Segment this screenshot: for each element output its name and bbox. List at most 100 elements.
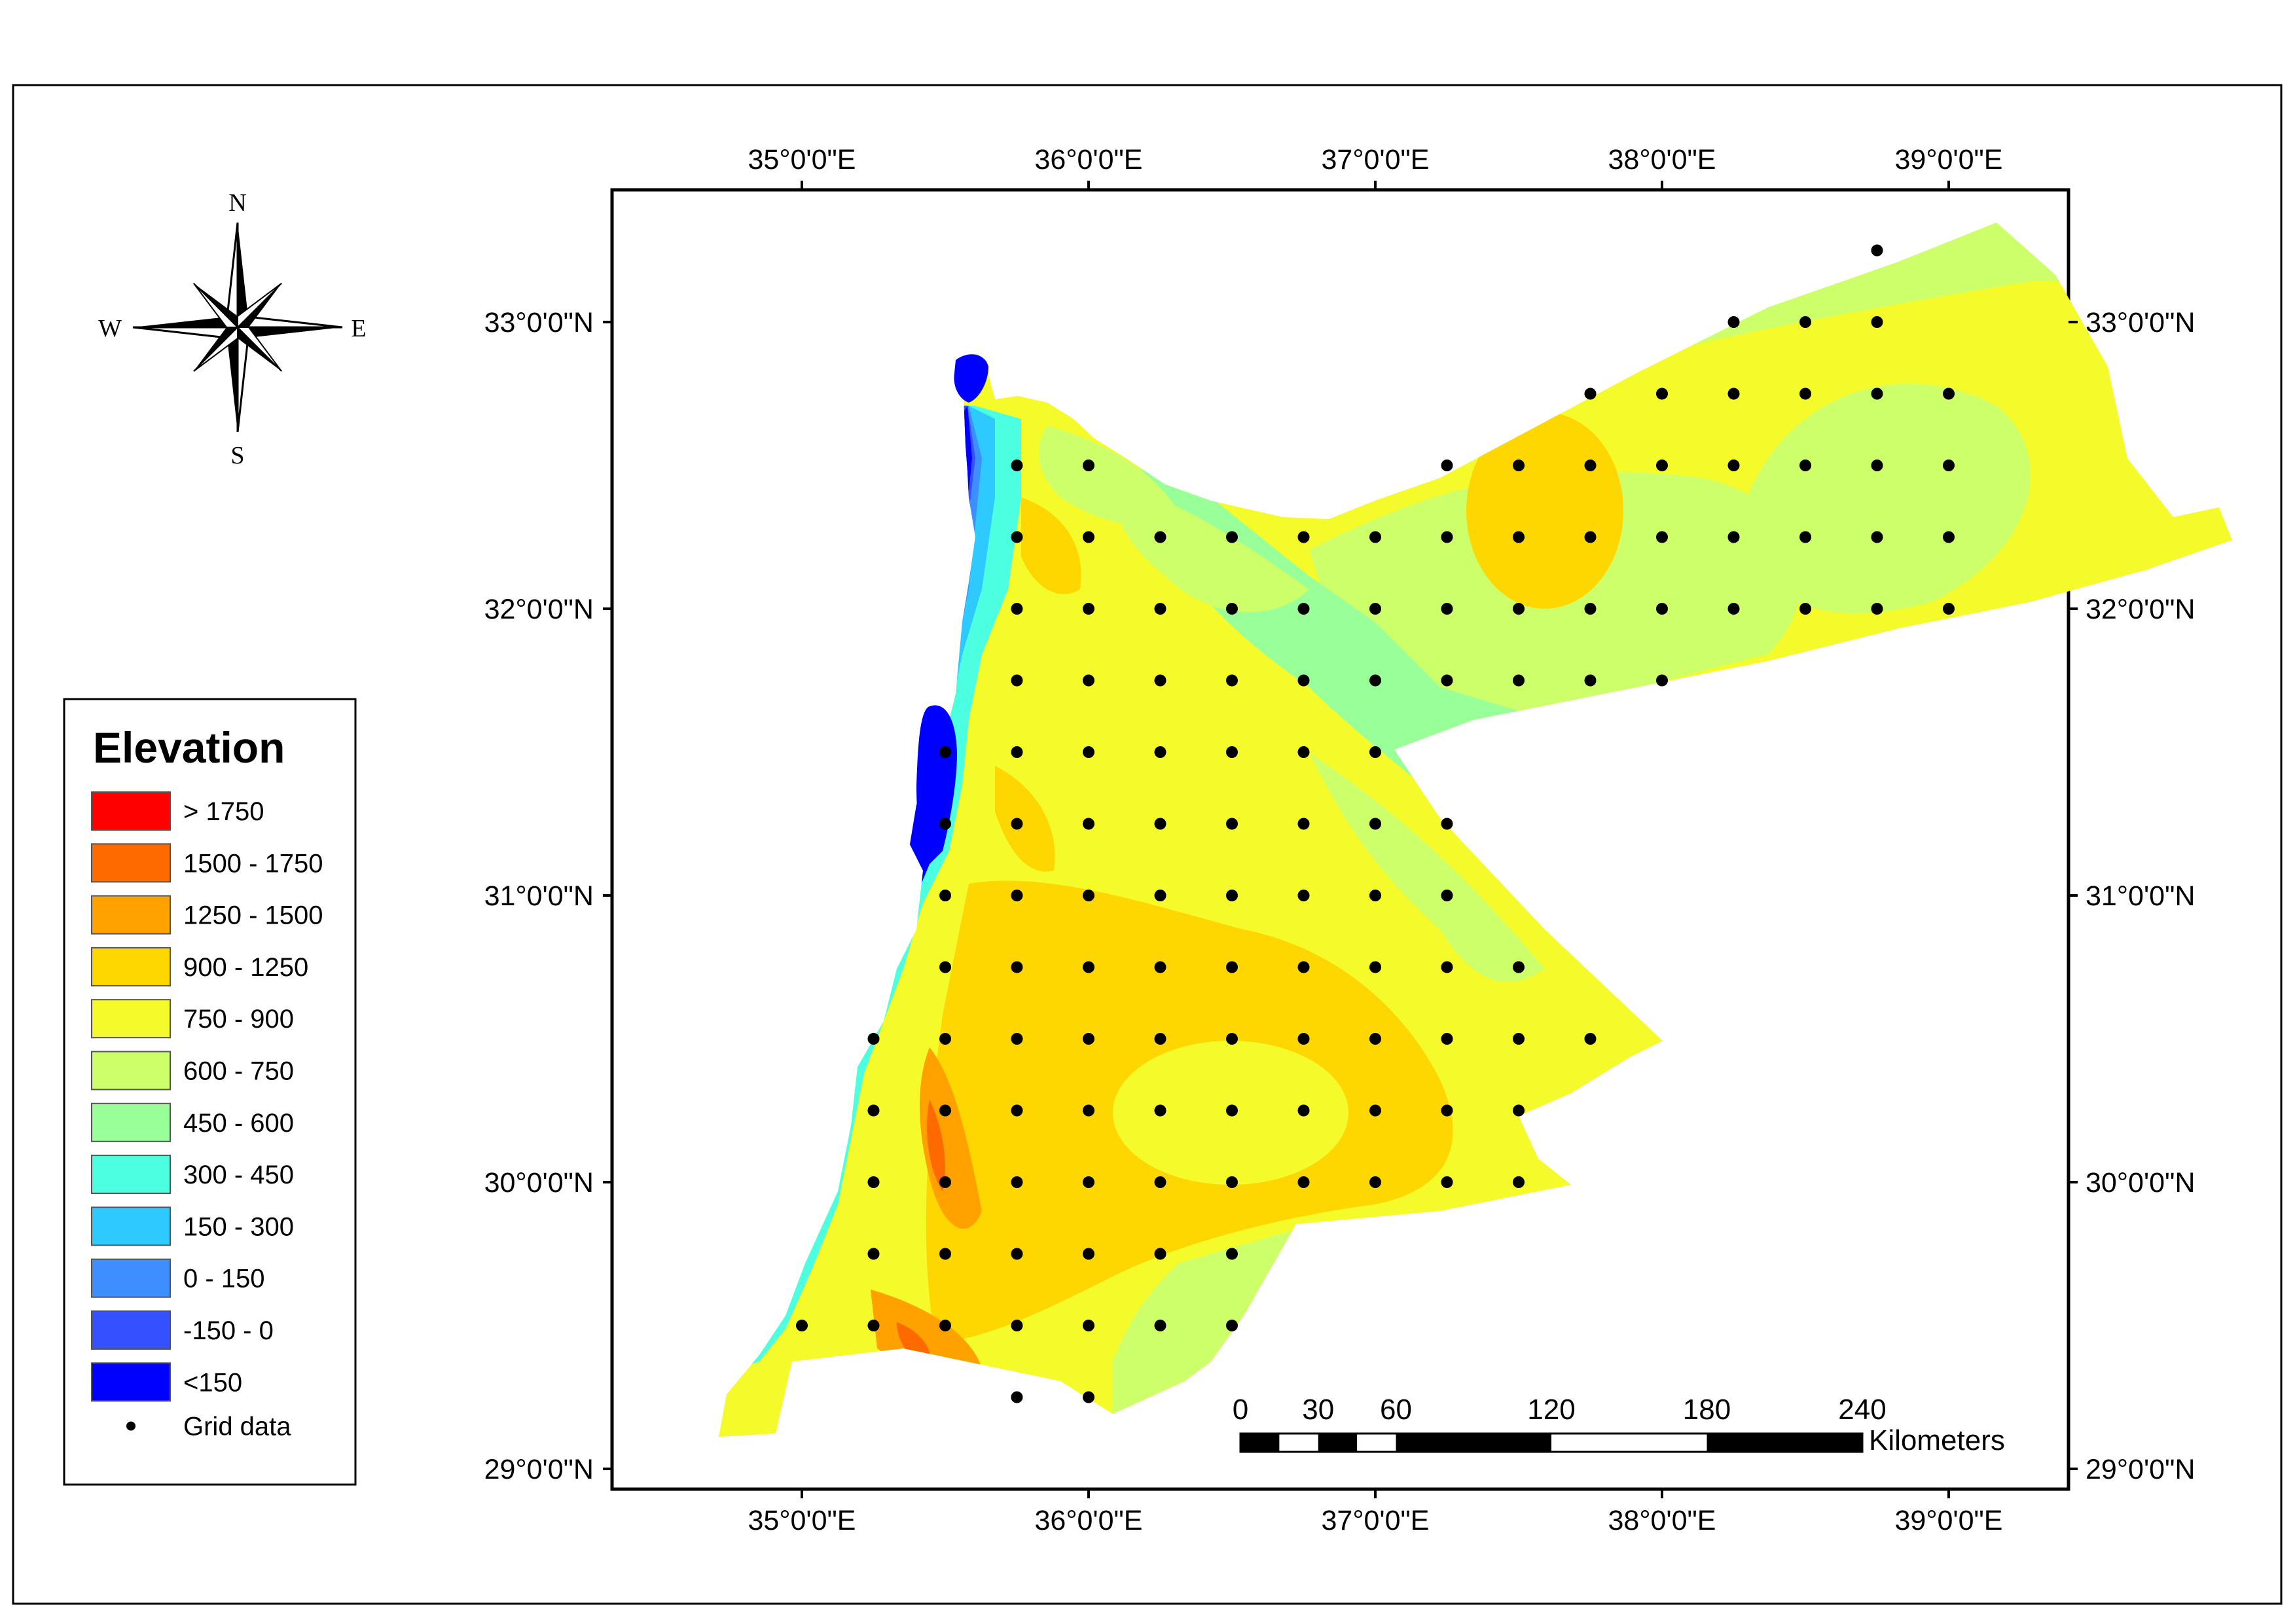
grid-point [1226, 1033, 1238, 1045]
lat-label-left: 30°0'0"N [484, 1167, 594, 1199]
zone-east-highland [1466, 412, 1623, 609]
scale-segment [1318, 1434, 1358, 1452]
grid-point [1083, 1104, 1094, 1117]
grid-point [1083, 603, 1094, 615]
grid-point [1011, 746, 1023, 758]
grid-point [1441, 1176, 1453, 1188]
legend-label: 1250 - 1500 [183, 901, 323, 930]
grid-point [1441, 961, 1453, 973]
grid-point [1799, 460, 1811, 471]
lat-label-right: 30°0'0"N [2086, 1167, 2195, 1199]
grid-point [939, 746, 951, 758]
grid-point [867, 1320, 880, 1331]
lon-label-top: 39°0'0"E [1894, 144, 2002, 175]
legend-swatch [91, 999, 171, 1039]
lat-label-right: 31°0'0"N [2086, 880, 2195, 912]
scale-label: 180 [1683, 1394, 1731, 1426]
grid-point [1011, 1320, 1023, 1331]
grid-point [1513, 460, 1525, 471]
grid-point [939, 961, 951, 973]
grid-points [796, 244, 1955, 1403]
grid-point [1441, 1104, 1453, 1117]
grid-point [939, 1033, 951, 1045]
grid-point [1369, 890, 1381, 901]
grid-point [1011, 1033, 1023, 1045]
legend-swatch [91, 791, 171, 831]
grid-point [1656, 388, 1668, 400]
grid-point [1369, 1104, 1381, 1117]
scale-segment [1240, 1434, 1280, 1452]
zone-southwest-deeporange [920, 1047, 982, 1229]
grid-point [1727, 603, 1740, 615]
grid-point [939, 1176, 951, 1188]
scale-segment [1707, 1434, 1862, 1452]
elevation-surface [719, 223, 2232, 1437]
lat-label-left: 31°0'0"N [484, 880, 594, 912]
grid-point [1441, 460, 1453, 471]
grid-point [867, 1248, 880, 1260]
legend-label: 600 - 750 [183, 1057, 294, 1086]
grid-point [1513, 961, 1525, 973]
lat-label-right: 33°0'0"N [2086, 307, 2195, 338]
grid-point [1154, 603, 1166, 615]
grid-point [1943, 460, 1955, 471]
grid-point [1369, 1033, 1381, 1045]
grid-point [867, 1104, 880, 1117]
grid-point [1584, 388, 1597, 400]
grid-point [1871, 316, 1883, 328]
scale-label: 120 [1527, 1394, 1575, 1426]
grid-point [1226, 961, 1238, 973]
compass-spike [238, 327, 342, 338]
grid-point [1513, 1176, 1525, 1188]
legend-swatch [91, 1102, 171, 1142]
grid-point [1297, 603, 1310, 615]
grid-point [1226, 1248, 1238, 1260]
legend-label: 0 - 150 [183, 1265, 265, 1293]
grid-point [1584, 1033, 1597, 1045]
grid-point [1083, 1248, 1094, 1260]
grid-point [1011, 890, 1023, 901]
graticule-ticks: 35°0'0"E 35°0'0"E 36°0'0"E 36°0'0"E 37°0'0"E… [484, 144, 2196, 1536]
grid-point [1011, 961, 1023, 973]
grid-point [1727, 316, 1740, 328]
grid-point [1011, 531, 1023, 543]
grid-point [1943, 388, 1955, 400]
grid-point [1656, 674, 1668, 687]
grid-point [1584, 531, 1597, 543]
grid-point [1871, 531, 1883, 543]
compass-w: W [98, 315, 122, 342]
grid-point [1943, 531, 1955, 543]
grid-point [1513, 531, 1525, 543]
legend-label: 750 - 900 [183, 1005, 294, 1034]
grid-point [1226, 890, 1238, 901]
grid-point [1513, 1104, 1525, 1117]
grid-point [1871, 460, 1883, 471]
grid-point [1441, 890, 1453, 901]
lon-label-bottom: 35°0'0"E [748, 1505, 856, 1536]
scale-bar: 0 30 60 120 180 240 Kilometers [1233, 1394, 2005, 1456]
grid-point [1656, 603, 1668, 615]
zone-base-yellow [719, 223, 2232, 1437]
grid-point [1011, 1248, 1023, 1260]
grid-point [1154, 818, 1166, 830]
grid-point [867, 1033, 880, 1045]
scale-label: 60 [1380, 1394, 1412, 1426]
legend-label: 150 - 300 [183, 1212, 294, 1241]
grid-point [1799, 603, 1811, 615]
grid-point [1369, 818, 1381, 830]
grid-point [1226, 603, 1238, 615]
north-arrow: N S E W [98, 189, 367, 469]
zone-east-green-2 [1735, 384, 2031, 613]
compass-n: N [228, 189, 246, 217]
grid-point [1799, 316, 1811, 328]
grid-point [1297, 1033, 1310, 1045]
grid-point [1083, 818, 1094, 830]
grid-point [1656, 460, 1668, 471]
legend-swatch [91, 895, 171, 935]
compass-s: S [230, 442, 244, 469]
lon-label-bottom: 38°0'0"E [1608, 1505, 1716, 1536]
grid-point [1083, 1391, 1094, 1403]
legend-label: 450 - 600 [183, 1109, 294, 1138]
sea-of-galilee [954, 354, 988, 403]
